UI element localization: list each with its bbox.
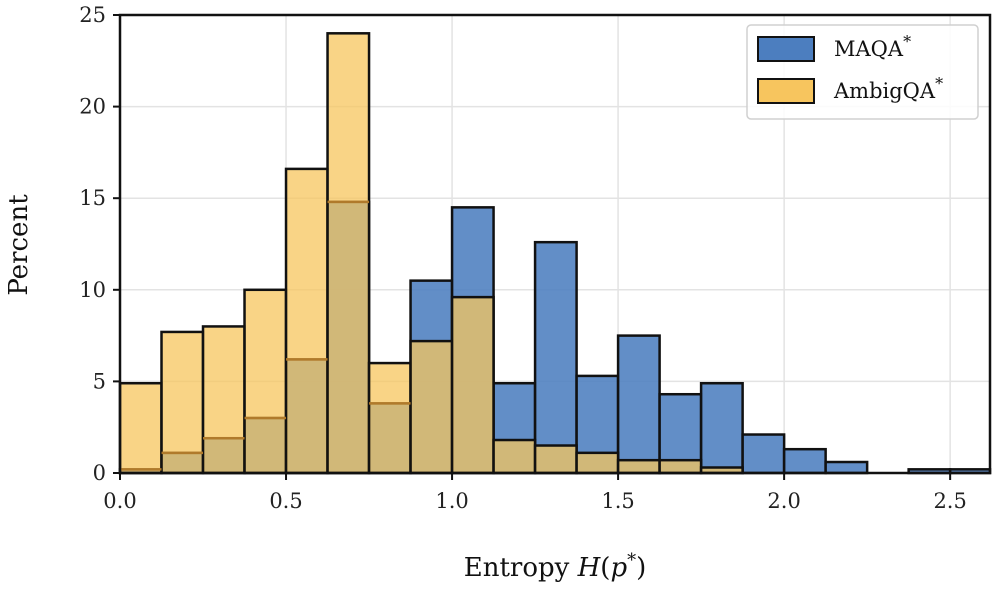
legend-swatch-ambigqa [757, 78, 815, 104]
y-axis-label: Percent [4, 194, 34, 296]
bar-ambigqa-5 [326, 32, 371, 475]
y-tick-label-5: 25 [79, 3, 106, 27]
legend-label-maqa: MAQA* [834, 32, 911, 61]
overlap-edges [120, 200, 411, 471]
legend-swatch-maqa [757, 36, 815, 62]
bar-ambigqa-6 [367, 361, 412, 475]
bar-ambigqa-0 [118, 381, 163, 475]
bar-maqa-14 [699, 381, 744, 475]
bar-maqa-12 [616, 334, 661, 475]
x-tick-label-3: 1.5 [601, 489, 634, 513]
bar-ambigqa-9 [492, 438, 537, 475]
bar-ambigqa-8 [450, 295, 495, 475]
bar-ambigqa-11 [575, 451, 620, 475]
y-tick-label-1: 5 [93, 369, 106, 393]
bar-ambigqa-4 [284, 167, 329, 475]
bar-ambigqa-13 [658, 458, 703, 475]
x-tick-label-1: 0.5 [269, 489, 302, 513]
bar-ambigqa-7 [409, 339, 454, 475]
x-axis-ticks: 0.0 0.5 1.0 1.5 2.0 2.5 [103, 473, 967, 513]
bar-maqa-17 [824, 460, 869, 475]
y-tick-label-3: 15 [79, 186, 106, 210]
x-tick-label-5: 2.5 [933, 489, 966, 513]
bar-ambigqa-10 [533, 444, 578, 475]
x-tick-label-0: 0.0 [103, 489, 136, 513]
ambigqa-bars [118, 32, 744, 475]
legend-label-ambigqa: AmbigQA* [833, 74, 943, 103]
bar-ambigqa-2 [201, 325, 246, 475]
axes-frame [118, 13, 992, 475]
x-tick-label-4: 2.0 [767, 489, 800, 513]
legend: MAQA* AmbigQA* [746, 24, 979, 120]
y-tick-label-0: 0 [93, 461, 106, 485]
bar-ambigqa-12 [616, 458, 661, 475]
y-tick-label-4: 20 [79, 95, 106, 119]
x-tick-label-2: 1.0 [435, 489, 468, 513]
bar-maqa-16 [782, 447, 827, 475]
plot-frame [118, 13, 992, 475]
x-axis-label: Entropy H(p*) [464, 550, 647, 583]
y-tick-label-2: 10 [79, 278, 106, 302]
bar-maqa-15 [741, 433, 786, 475]
bar-ambigqa-3 [243, 288, 288, 475]
bar-maqa-10 [533, 240, 578, 475]
y-axis-ticks: 0 5 10 15 20 25 [79, 3, 120, 485]
bar-ambigqa-1 [160, 330, 205, 475]
